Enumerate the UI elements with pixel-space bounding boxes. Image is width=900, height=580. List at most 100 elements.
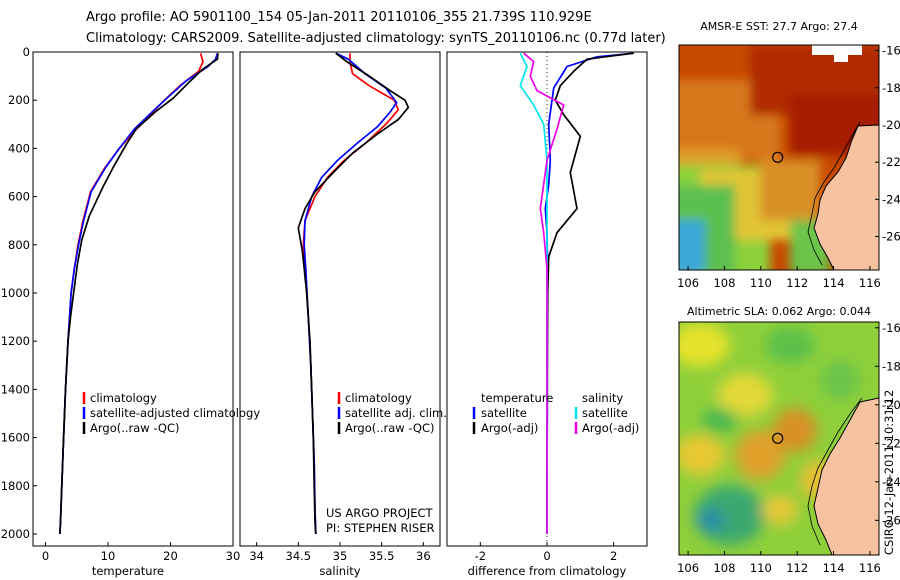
legend-label-temp-argo: Argo(-adj) bbox=[481, 421, 538, 435]
missing-data-patch bbox=[812, 45, 862, 62]
map-y-tick-label: -22 bbox=[882, 155, 900, 169]
map-y-tick-label: -20 bbox=[882, 398, 900, 412]
series-line-salinity-satellite bbox=[519, 52, 548, 534]
map-y-tick-label: -24 bbox=[882, 192, 900, 206]
legend-label-argo: Argo(..raw -QC) bbox=[90, 421, 180, 435]
y-tick-label: 400 bbox=[8, 141, 30, 155]
sst-map: AMSR-E SST: 27.7 Argo: 27.4 106 108 110 112… bbox=[677, 20, 900, 290]
difference-series bbox=[519, 52, 634, 534]
y-tick-label: 600 bbox=[8, 190, 30, 204]
legend-label-argo: Argo(..raw -QC) bbox=[345, 421, 435, 435]
legend-label-climatology: climatology bbox=[90, 391, 157, 405]
y-tick-label: 2000 bbox=[1, 527, 30, 541]
map-x-tick-label: 110 bbox=[750, 561, 772, 575]
argo-float-marker bbox=[772, 151, 784, 163]
sst-map-title: AMSR-E SST: 27.7 Argo: 27.4 bbox=[700, 20, 858, 33]
series-line-salinity-argo-adj- bbox=[523, 52, 565, 534]
sst-map-frame bbox=[678, 44, 880, 271]
map-x-tick-label: 106 bbox=[677, 276, 699, 290]
y-tick-label: 0 bbox=[23, 45, 30, 59]
sla-map-ticks: 106 108 110 112 114 116 -16 -18 -20 -22 -24 -26 bbox=[677, 321, 900, 575]
salinity-panel: 34 34.5 35 35.5 36 salinity climatology sate… bbox=[239, 51, 447, 578]
x-tick-label: 36 bbox=[416, 549, 431, 563]
x-tick-label: -2 bbox=[475, 549, 486, 563]
salinity-x-ticks: 34 34.5 35 35.5 36 bbox=[249, 542, 431, 563]
land-mass bbox=[813, 397, 879, 555]
depth-axis: 0 200 400 600 800 1000 1200 1400 1600 1800 2000 bbox=[1, 45, 37, 541]
series-line-argo bbox=[59, 53, 219, 535]
sst-map-ticks: 106 108 110 112 114 116 -16 -18 -20 -22 -24 -26 bbox=[677, 44, 900, 290]
sla-map-title: Altimetric SLA: 0.062 Argo: 0.044 bbox=[687, 305, 871, 318]
temperature-plot-frame bbox=[32, 51, 234, 547]
temperature-panel: 0 10 20 30 temperature climatology satellit… bbox=[32, 51, 260, 578]
x-tick-label: 35 bbox=[333, 549, 348, 563]
difference-x-ticks: -2 0 2 bbox=[475, 542, 617, 563]
series-line-temperature-argo-adj- bbox=[546, 52, 634, 534]
map-x-tick-label: 112 bbox=[786, 276, 808, 290]
bathymetry-contour bbox=[807, 397, 863, 546]
map-y-tick-label: -26 bbox=[882, 230, 900, 244]
map-x-tick-label: 110 bbox=[750, 276, 772, 290]
x-tick-label: 20 bbox=[163, 549, 178, 563]
legend-label-climatology: climatology bbox=[345, 391, 412, 405]
y-tick-label: 200 bbox=[8, 93, 30, 107]
map-y-tick-label: -16 bbox=[882, 44, 900, 58]
series-line-climatology bbox=[302, 53, 400, 535]
x-tick-label: 34 bbox=[249, 549, 264, 563]
temperature-series bbox=[59, 52, 219, 535]
y-tick-label: 1400 bbox=[1, 382, 30, 396]
x-tick-label: 10 bbox=[101, 549, 116, 563]
map-x-tick-label: 114 bbox=[823, 561, 845, 575]
map-y-tick-label: -22 bbox=[882, 436, 900, 450]
x-tick-label: 0 bbox=[42, 549, 49, 563]
difference-panel: -2 0 2 difference from climatology tempera… bbox=[446, 51, 648, 578]
series-line-argo bbox=[297, 52, 410, 535]
map-x-tick-label: 116 bbox=[859, 276, 881, 290]
map-x-tick-label: 116 bbox=[859, 561, 881, 575]
temperature-legend: climatology satellite-adjusted climatolo… bbox=[82, 391, 260, 435]
salinity-plot-frame bbox=[239, 51, 441, 547]
sla-map-frame bbox=[678, 321, 880, 556]
map-x-tick-label: 108 bbox=[713, 561, 735, 575]
legend-label-sal-argo: Argo(-adj) bbox=[582, 421, 639, 435]
map-x-tick-label: 114 bbox=[823, 276, 845, 290]
argo-float-marker bbox=[772, 432, 784, 444]
series-line-satellite bbox=[303, 52, 398, 535]
legend-title-temperature: temperature bbox=[481, 391, 553, 405]
legend-label-satellite: satellite adj. clim. bbox=[345, 406, 447, 420]
map-y-tick-label: -20 bbox=[882, 118, 900, 132]
x-tick-label: 30 bbox=[226, 549, 241, 563]
footer-credit: CSIRO 12-Jan-2011 10:31:12 bbox=[882, 390, 896, 555]
series-line-climatology bbox=[59, 52, 204, 535]
legend-label-temp-satellite: satellite bbox=[481, 406, 527, 420]
salinity-series bbox=[297, 52, 410, 535]
pi-annotation: PI: STEPHEN RISER bbox=[326, 521, 435, 535]
y-tick-label: 800 bbox=[8, 238, 30, 252]
y-tick-label: 1600 bbox=[1, 431, 30, 445]
legend-label-satellite: satellite-adjusted climatology bbox=[90, 406, 260, 420]
project-annotation: US ARGO PROJECT bbox=[326, 506, 434, 520]
map-y-tick-label: -18 bbox=[882, 81, 900, 95]
temperature-x-ticks: 0 10 20 30 bbox=[42, 542, 240, 563]
x-tick-label: 0 bbox=[543, 549, 550, 563]
salinity-legend: climatology satellite adj. clim. Argo(..… bbox=[337, 391, 447, 435]
map-y-tick-label: -16 bbox=[882, 321, 900, 335]
map-x-tick-label: 112 bbox=[786, 561, 808, 575]
y-tick-label: 1200 bbox=[1, 334, 30, 348]
legend-title-salinity: salinity bbox=[582, 391, 623, 405]
salinity-x-label: salinity bbox=[319, 564, 360, 578]
y-tick-label: 1000 bbox=[1, 286, 30, 300]
x-tick-label: 34.5 bbox=[286, 549, 312, 563]
x-tick-label: 35.5 bbox=[369, 549, 395, 563]
map-x-tick-label: 108 bbox=[713, 276, 735, 290]
chart-title-line2: Climatology: CARS2009. Satellite-adjuste… bbox=[86, 31, 666, 46]
chart-title-line1: Argo profile: AO 5901100_154 05-Jan-2011… bbox=[86, 10, 592, 25]
map-y-tick-label: -26 bbox=[882, 513, 900, 527]
legend-label-sal-satellite: satellite bbox=[582, 406, 628, 420]
temperature-x-label: temperature bbox=[92, 564, 164, 578]
map-x-tick-label: 106 bbox=[677, 561, 699, 575]
sla-map: Altimetric SLA: 0.062 Argo: 0.044 bbox=[677, 305, 900, 575]
map-y-tick-label: -18 bbox=[882, 359, 900, 373]
series-line-satellite bbox=[59, 52, 219, 535]
